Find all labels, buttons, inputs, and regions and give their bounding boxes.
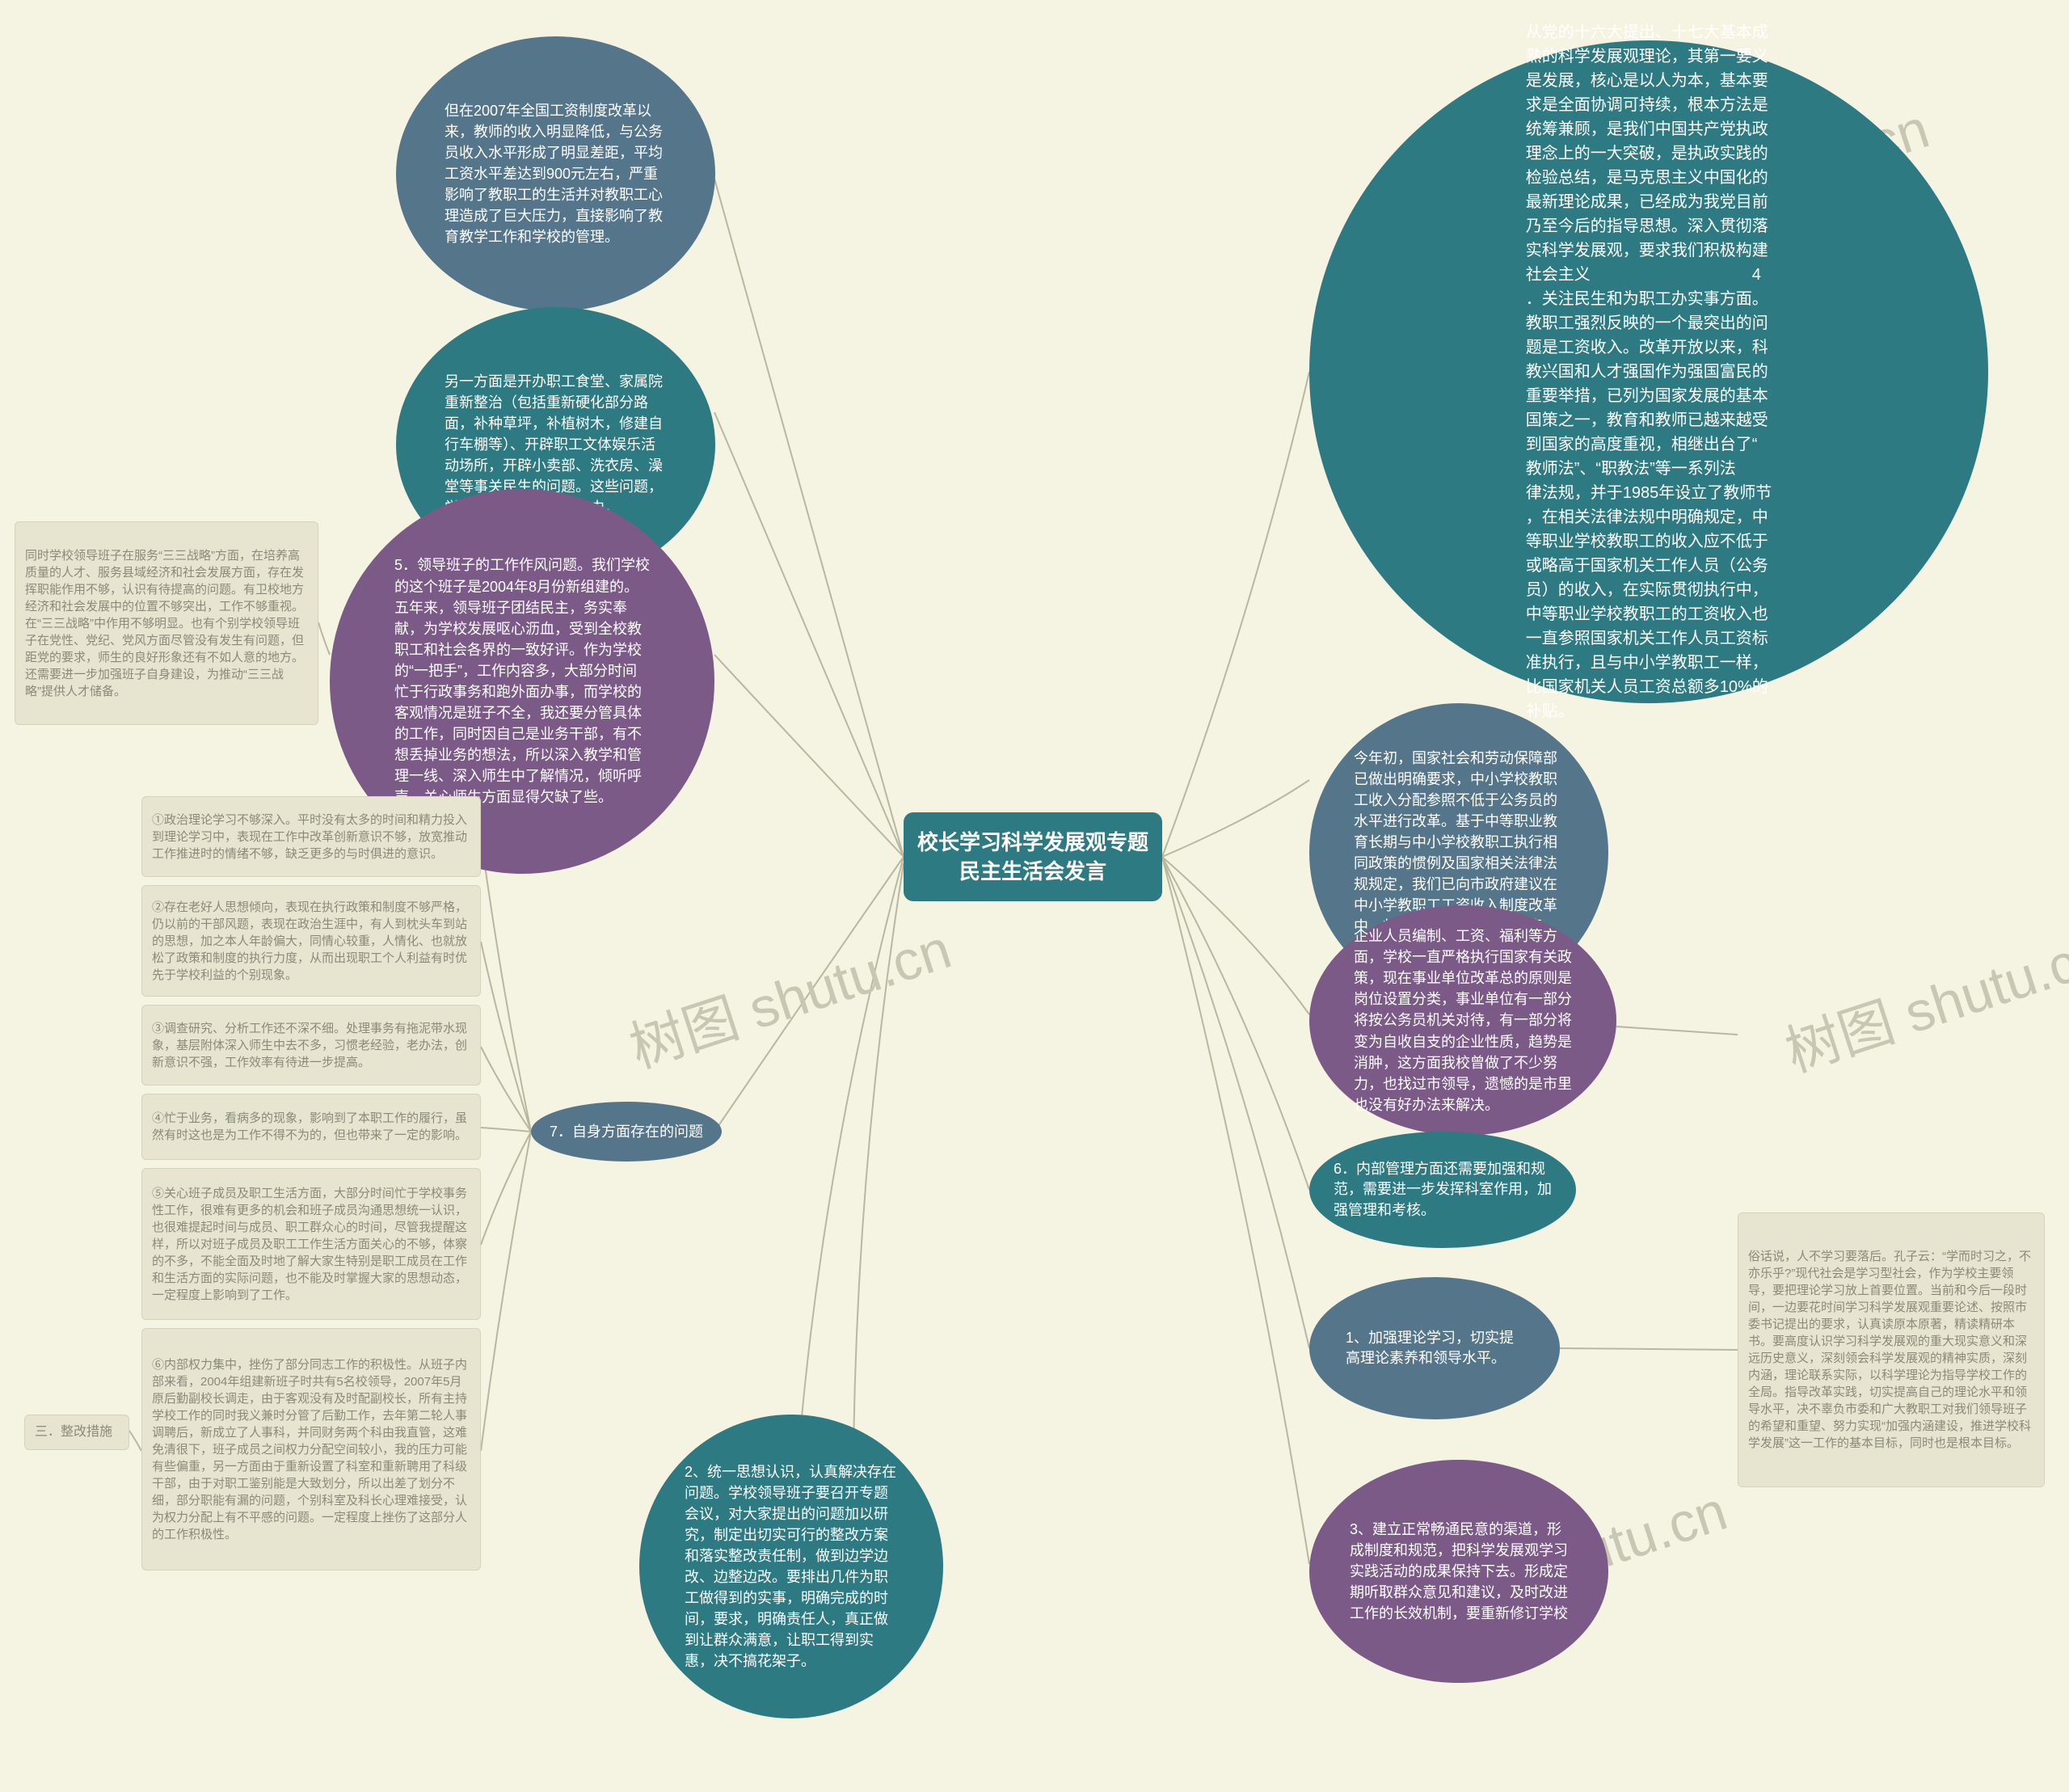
bubble-right-3: 企业人员编制、工资、福利等方面，学校一直严格执行国家有关政策，现在事业单位改革总…: [1309, 905, 1616, 1136]
bubble-right-5: 1、加强理论学习，切实提高理论素养和领导水平。: [1309, 1277, 1560, 1419]
note-text: ②存在老好人思想倾向，表现在执行政策和制度不够严格，仍以前的干部风题，表现在政治…: [142, 891, 480, 992]
note-note-q6: ⑥内部权力集中，挫伤了部分同志工作的积极性。从班子内部来看，2004年组建新班子…: [141, 1328, 481, 1571]
bubble-right-4: 6．内部管理方面还需要加强和规范，需要进一步发挥科室作用，加强管理和考核。: [1309, 1132, 1576, 1248]
note-note-q5: ⑤关心班子成员及职工生活方面，大部分时间忙于学校事务性工作，很难有更多的机会和班…: [141, 1168, 481, 1320]
bubble-big-right: 从党的十六大提出、十七大基本成 熟的科学发展观理论，其第一要义 是发展，核心是以…: [1309, 40, 1988, 703]
note-note-r1: 俗话说，人不学习要落后。孔子云：“学而时习之，不亦乐乎?”现代社会是学习型社会，…: [1738, 1212, 2045, 1487]
bubble-text: 2、统一思想认识，认真解决存在问题。学校领导班子要召开专题会议，对大家提出的问题…: [639, 1416, 943, 1718]
bubble-text: 7．自身方面存在的问题: [538, 1111, 714, 1153]
note-text: ④忙于业务，看病多的现象，影响到了本职工作的履行，虽然有时这也是为工作不得不为的…: [142, 1102, 480, 1152]
note-text: ③调查研究、分析工作还不深不细。处理事务有拖泥带水现象，基层附体深入师生中去不多…: [142, 1012, 480, 1079]
note-note-left-top: 同时学校领导班子在服务“三三战略”方面，在培养高质量的人才、服务县域经济和社会发…: [15, 521, 318, 725]
note-note-q2: ②存在老好人思想倾向，表现在执行政策和制度不够严格，仍以前的干部风题，表现在政治…: [141, 885, 481, 997]
bubble-text: 但在2007年全国工资制度改革以来，教师的收入明显降低，与公务员收入水平形成了明…: [396, 52, 715, 297]
bubble-right-6: 3、建立正常畅通民意的渠道，形成制度和规范，把科学发展观学习实践活动的成果保持下…: [1309, 1460, 1608, 1683]
note-note-rect-sec3: 三．整改措施: [24, 1415, 129, 1450]
note-note-q1: ①政治理论学习不够深入。平时没有太多的时间和精力投入到理论学习中，表现在工作中改…: [141, 796, 481, 877]
bubble-text: 3、建立正常畅通民意的渠道，形成制度和规范，把科学发展观学习实践活动的成果保持下…: [1309, 1478, 1608, 1664]
note-text: 同时学校领导班子在服务“三三战略”方面，在培养高质量的人才、服务县域经济和社会发…: [15, 539, 318, 708]
bubble-left-5: 2、统一思想认识，认真解决存在问题。学校领导班子要召开专题会议，对大家提出的问题…: [639, 1415, 943, 1718]
note-note-q3: ③调查研究、分析工作还不深不细。处理事务有拖泥带水现象，基层附体深入师生中去不多…: [141, 1005, 481, 1086]
note-text: ⑥内部权力集中，挫伤了部分同志工作的积极性。从班子内部来看，2004年组建新班子…: [142, 1348, 480, 1551]
note-text: ①政治理论学习不够深入。平时没有太多的时间和精力投入到理论学习中，表现在工作中改…: [142, 803, 480, 871]
note-text: 三．整改措施: [25, 1415, 122, 1449]
bubble-text: 1、加强理论学习，切实提高理论素养和领导水平。: [1309, 1292, 1560, 1405]
note-text: ⑤关心班子成员及职工生活方面，大部分时间忙于学校事务性工作，很难有更多的机会和班…: [142, 1177, 480, 1312]
mindmap-canvas: 树图 shutu.cn树图 shutu.cn树图 shutu.cn树图 shut…: [0, 0, 2069, 1792]
bubble-text: 6．内部管理方面还需要加强和规范，需要进一步发挥科室作用，加强管理和考核。: [1309, 1135, 1576, 1245]
note-note-q4: ④忙于业务，看病多的现象，影响到了本职工作的履行，虽然有时这也是为工作不得不为的…: [141, 1094, 481, 1160]
note-text: 俗话说，人不学习要落后。孔子云：“学而时习之，不亦乐乎?”现代社会是学习型社会，…: [1738, 1240, 2044, 1460]
watermark: 树图 shutu.cn: [1774, 909, 2069, 1087]
bubble-left-1: 但在2007年全国工资制度改革以来，教师的收入明显降低，与公务员收入水平形成了明…: [396, 36, 715, 311]
center-topic: 校长学习科学发展观专题 民主生活会发言: [904, 812, 1162, 901]
watermark: 树图 shutu.cn: [618, 904, 959, 1083]
bubble-text: 企业人员编制、工资、福利等方面，学校一直严格执行国家有关政策，现在事业单位改革总…: [1309, 881, 1616, 1160]
bubble-left-4: 7．自身方面存在的问题: [531, 1102, 722, 1162]
